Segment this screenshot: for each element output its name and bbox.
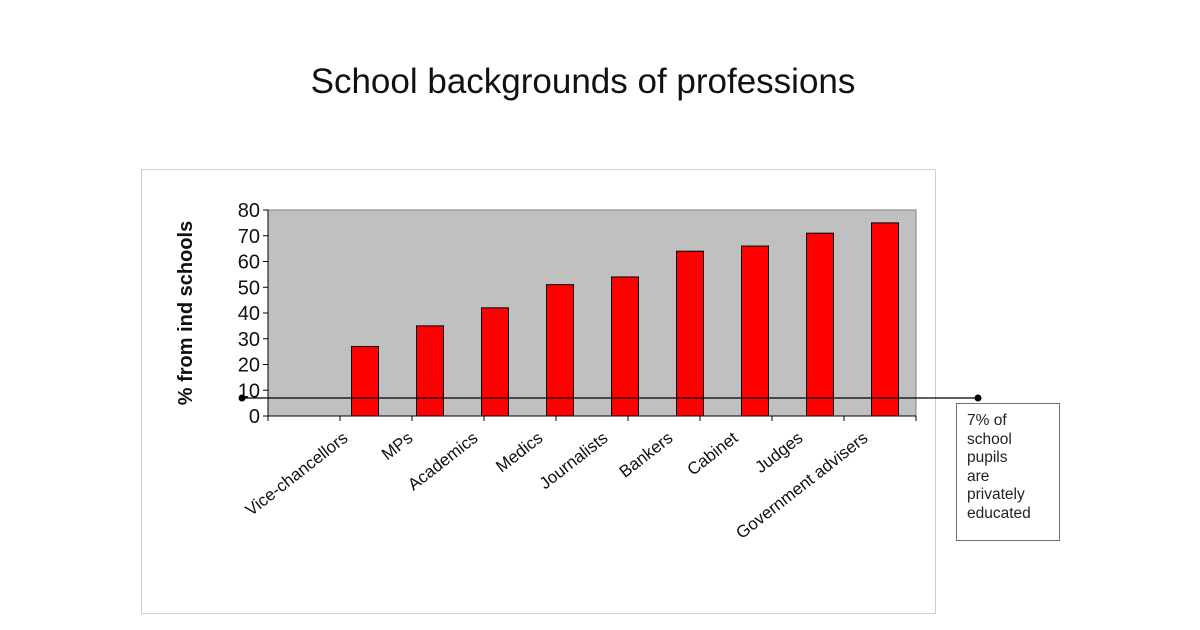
y-tick-label: 80	[238, 200, 260, 222]
bar	[546, 284, 574, 417]
bar	[871, 222, 899, 417]
x-tick-label: Cabinet	[684, 428, 742, 479]
bar	[416, 325, 444, 417]
chart-title: School backgrounds of professions	[310, 62, 856, 101]
bar	[351, 345, 379, 417]
y-tick-label: 30	[238, 329, 260, 351]
y-tick-label: 20	[238, 355, 260, 377]
x-tick-label: Vice-chancellors	[242, 428, 352, 520]
x-tick-label: Judges	[752, 428, 807, 477]
x-tick-label: Medics	[492, 428, 546, 476]
reference-annotation-text: 7% of school pupils are privately educat…	[967, 412, 1031, 522]
x-tick-label: Journalists	[536, 428, 612, 493]
bar	[806, 232, 834, 417]
bar	[481, 307, 509, 417]
reference-annotation-box: 7% of school pupils are privately educat…	[956, 403, 1060, 541]
reference-line-end-dot	[974, 394, 982, 402]
y-tick-label: 50	[238, 277, 260, 299]
x-tick-label: Academics	[404, 428, 481, 494]
bar	[611, 276, 639, 417]
y-tick-label: 40	[238, 303, 260, 325]
x-tick-label: Bankers	[616, 428, 677, 481]
reference-line-start-dot	[238, 394, 246, 402]
x-tick-label: MPs	[378, 428, 416, 464]
y-tick-label: 0	[249, 406, 260, 428]
y-tick-label: 60	[238, 252, 260, 274]
y-axis-label: % from ind schools	[175, 221, 197, 405]
bar	[741, 245, 769, 417]
bar	[676, 250, 704, 417]
y-tick-label: 70	[238, 226, 260, 248]
